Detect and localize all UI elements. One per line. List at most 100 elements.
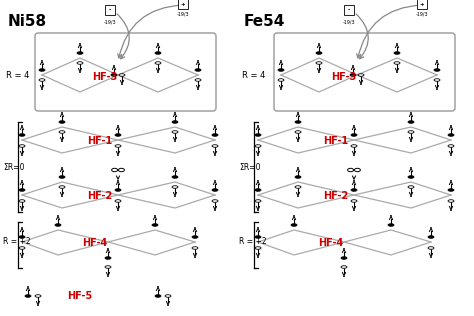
Text: Ni58: Ni58	[8, 14, 47, 29]
Ellipse shape	[295, 121, 301, 123]
Ellipse shape	[192, 236, 198, 238]
Ellipse shape	[115, 134, 121, 136]
Ellipse shape	[408, 186, 414, 188]
Ellipse shape	[59, 176, 65, 178]
Text: -19/3: -19/3	[416, 12, 428, 17]
Ellipse shape	[155, 295, 161, 297]
Ellipse shape	[408, 121, 414, 123]
Text: -19/3: -19/3	[177, 12, 189, 17]
Ellipse shape	[212, 145, 218, 147]
Ellipse shape	[105, 257, 111, 259]
Ellipse shape	[39, 79, 45, 81]
Ellipse shape	[115, 189, 121, 191]
Text: R = +2: R = +2	[3, 238, 31, 246]
Ellipse shape	[316, 62, 322, 64]
Text: ΣR=0: ΣR=0	[3, 163, 25, 173]
Text: +: +	[419, 2, 424, 7]
Ellipse shape	[408, 131, 414, 133]
Ellipse shape	[394, 62, 400, 64]
Text: -: -	[348, 8, 350, 13]
Ellipse shape	[115, 145, 121, 147]
Ellipse shape	[195, 69, 201, 71]
Ellipse shape	[105, 266, 111, 268]
Ellipse shape	[195, 79, 201, 81]
Ellipse shape	[111, 74, 117, 76]
Ellipse shape	[255, 134, 261, 136]
Text: HF-5: HF-5	[67, 291, 92, 301]
Ellipse shape	[341, 257, 347, 259]
Ellipse shape	[19, 247, 25, 249]
Ellipse shape	[19, 145, 25, 147]
Ellipse shape	[434, 79, 440, 81]
Ellipse shape	[278, 69, 284, 71]
Text: ΣR=0: ΣR=0	[239, 163, 261, 173]
Ellipse shape	[351, 200, 357, 202]
Ellipse shape	[434, 69, 440, 71]
Text: R = 4: R = 4	[6, 70, 29, 80]
Ellipse shape	[316, 52, 322, 54]
Ellipse shape	[172, 186, 178, 188]
Text: HF-2: HF-2	[323, 191, 348, 201]
Ellipse shape	[278, 79, 284, 81]
Ellipse shape	[39, 69, 45, 71]
FancyArrowPatch shape	[118, 5, 182, 58]
Ellipse shape	[295, 186, 301, 188]
Ellipse shape	[351, 145, 357, 147]
Text: HF-3: HF-3	[331, 72, 356, 82]
Ellipse shape	[25, 295, 31, 297]
Ellipse shape	[155, 62, 161, 64]
Ellipse shape	[341, 266, 347, 268]
Ellipse shape	[408, 176, 414, 178]
Ellipse shape	[255, 189, 261, 191]
Ellipse shape	[255, 247, 261, 249]
Ellipse shape	[155, 52, 161, 54]
Text: -: -	[109, 8, 111, 13]
Ellipse shape	[212, 189, 218, 191]
Ellipse shape	[59, 121, 65, 123]
Ellipse shape	[428, 236, 434, 238]
Ellipse shape	[448, 189, 454, 191]
Text: -19/3: -19/3	[343, 20, 356, 25]
Ellipse shape	[172, 131, 178, 133]
Ellipse shape	[255, 236, 261, 238]
Text: HF-1: HF-1	[323, 136, 348, 146]
Ellipse shape	[55, 224, 61, 226]
FancyBboxPatch shape	[344, 5, 354, 15]
Ellipse shape	[35, 295, 41, 297]
Ellipse shape	[255, 145, 261, 147]
Ellipse shape	[165, 295, 171, 297]
Text: HF-4: HF-4	[82, 238, 108, 248]
Text: -19/3: -19/3	[104, 20, 116, 25]
Text: Fe54: Fe54	[244, 14, 285, 29]
Ellipse shape	[77, 62, 83, 64]
Ellipse shape	[172, 176, 178, 178]
Ellipse shape	[19, 200, 25, 202]
Ellipse shape	[212, 200, 218, 202]
Text: HF-3: HF-3	[92, 72, 118, 82]
Ellipse shape	[351, 134, 357, 136]
Ellipse shape	[172, 121, 178, 123]
Ellipse shape	[394, 52, 400, 54]
Text: +: +	[181, 2, 185, 7]
Ellipse shape	[19, 189, 25, 191]
Ellipse shape	[358, 74, 364, 76]
Ellipse shape	[295, 176, 301, 178]
Ellipse shape	[448, 145, 454, 147]
Ellipse shape	[428, 247, 434, 249]
FancyArrowPatch shape	[356, 14, 368, 59]
Ellipse shape	[448, 134, 454, 136]
Ellipse shape	[212, 134, 218, 136]
FancyBboxPatch shape	[417, 0, 427, 9]
FancyBboxPatch shape	[178, 0, 188, 9]
Text: HF-1: HF-1	[87, 136, 113, 146]
Ellipse shape	[192, 247, 198, 249]
Ellipse shape	[115, 200, 121, 202]
Ellipse shape	[255, 200, 261, 202]
Ellipse shape	[291, 224, 297, 226]
Ellipse shape	[152, 224, 158, 226]
Ellipse shape	[448, 200, 454, 202]
Ellipse shape	[388, 224, 394, 226]
Text: HF-2: HF-2	[87, 191, 113, 201]
Ellipse shape	[350, 74, 356, 76]
Ellipse shape	[59, 186, 65, 188]
